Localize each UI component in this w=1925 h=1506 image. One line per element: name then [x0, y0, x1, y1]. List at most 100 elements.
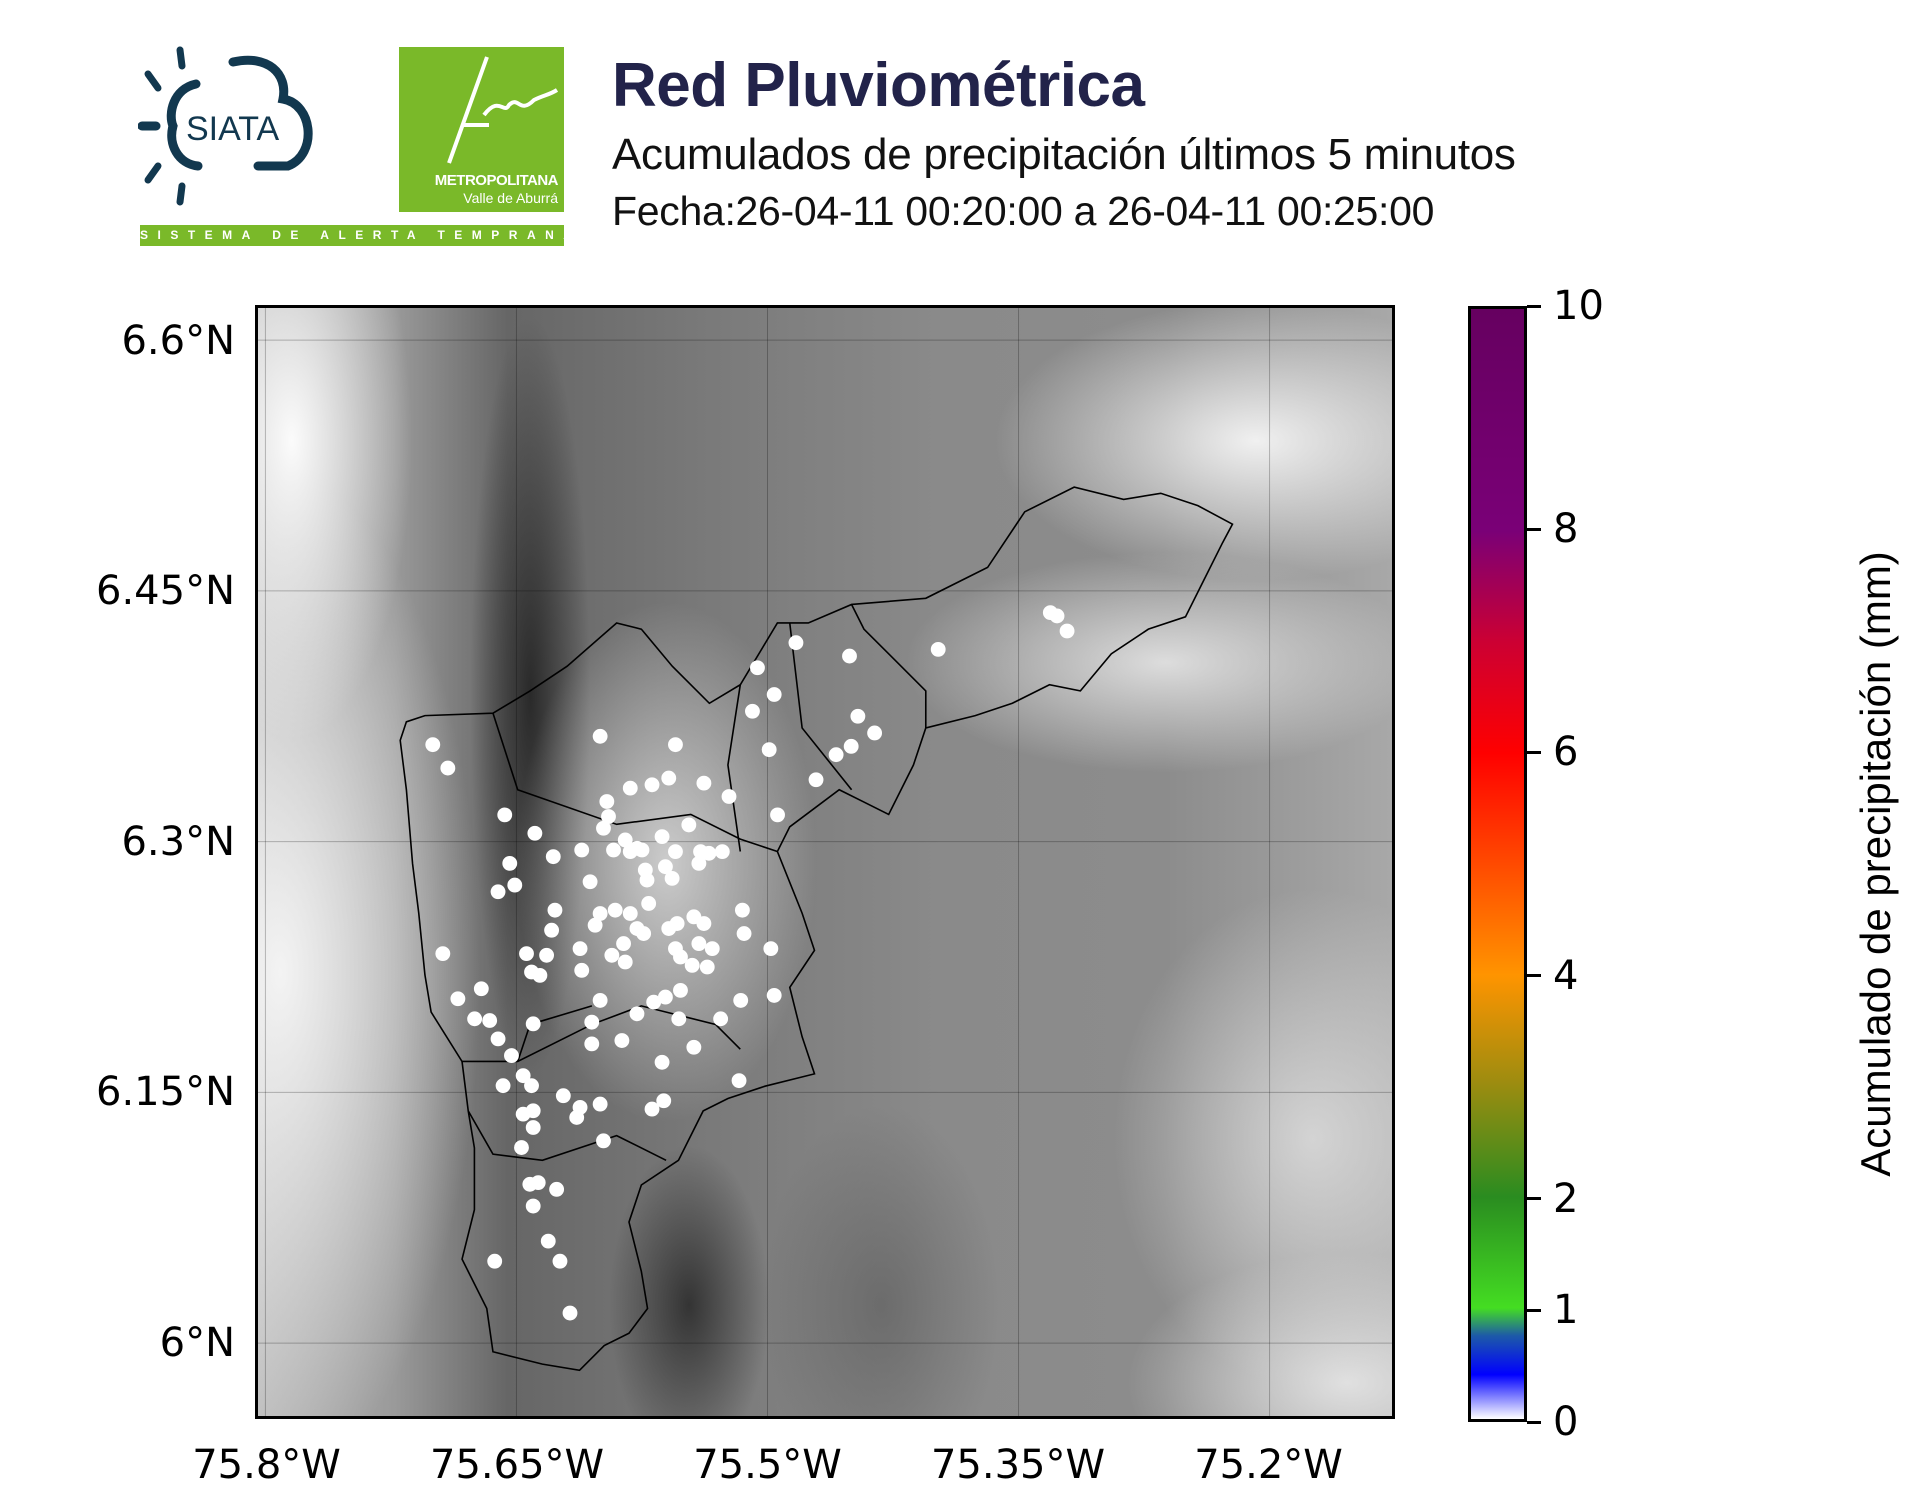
station-marker — [524, 1078, 539, 1094]
station-marker — [435, 946, 451, 962]
station-marker — [596, 820, 611, 836]
station-marker — [684, 957, 700, 973]
station-marker — [584, 1014, 600, 1030]
station-marker — [668, 737, 683, 753]
station-marker — [644, 777, 660, 793]
station-marker — [721, 789, 737, 804]
station-marker — [552, 1253, 568, 1269]
station-marker — [696, 775, 712, 791]
station-marker — [668, 844, 683, 860]
station-marker — [639, 872, 655, 888]
station-marker — [592, 728, 608, 744]
station-marker — [467, 1011, 483, 1027]
station-marker — [450, 991, 466, 1007]
station-marker — [629, 840, 645, 856]
station-marker — [828, 747, 844, 763]
station-marker — [425, 737, 441, 753]
station-marker — [440, 760, 456, 776]
station-marker — [495, 1078, 511, 1094]
station-marker — [763, 941, 779, 957]
municipal-boundaries — [399, 486, 1234, 1372]
station-marker — [850, 708, 866, 724]
internal-boundary — [850, 604, 927, 728]
station-markers — [425, 605, 1075, 1321]
area-script-mark — [447, 56, 559, 164]
siata-logo: SIATA — [137, 44, 368, 214]
station-marker — [562, 1305, 578, 1321]
y-tick-label: 6.6°N — [121, 317, 235, 364]
internal-boundary — [467, 1110, 667, 1162]
station-marker — [497, 807, 513, 823]
station-marker — [514, 1140, 529, 1155]
colorbar-tick-mark — [1527, 974, 1541, 978]
station-marker — [664, 870, 680, 886]
station-marker — [673, 982, 688, 998]
station-marker — [770, 807, 785, 823]
colorbar-tick-mark — [1527, 527, 1541, 531]
station-marker — [731, 1073, 747, 1089]
colorbar-tick-label: 10 — [1553, 283, 1604, 329]
page-subtitle: Acumulados de precipitación últimos 5 mi… — [612, 130, 1516, 179]
station-marker — [669, 916, 685, 931]
station-marker — [681, 817, 697, 833]
station-marker — [671, 1011, 687, 1027]
station-marker — [504, 1048, 519, 1064]
station-marker — [599, 794, 615, 809]
station-marker — [654, 829, 670, 845]
station-marker — [750, 660, 765, 676]
station-marker — [592, 906, 608, 921]
page-title: Red Pluviométrica — [612, 51, 1145, 120]
station-marker — [842, 648, 857, 664]
internal-boundary — [492, 712, 778, 853]
station-marker — [545, 849, 561, 865]
area-line1: METROPOLITANA — [434, 172, 559, 189]
station-marker — [616, 936, 631, 952]
colorbar-tick-mark — [1527, 1197, 1541, 1201]
station-marker — [574, 842, 590, 858]
station-marker — [539, 947, 555, 963]
station-marker — [617, 832, 633, 848]
colorbar-tick-label: 6 — [1553, 729, 1579, 776]
station-marker — [482, 1013, 498, 1028]
station-marker — [736, 926, 752, 941]
date-range: Fecha:26-04-11 00:20:00 a 26-04-11 00:25… — [612, 188, 1435, 234]
station-marker — [607, 902, 623, 918]
internal-boundary — [727, 684, 742, 852]
station-marker — [629, 1006, 645, 1022]
station-marker — [574, 962, 590, 978]
station-marker — [614, 1033, 630, 1048]
station-marker — [555, 1088, 571, 1104]
station-marker — [530, 1175, 546, 1191]
station-marker — [515, 1068, 531, 1084]
station-marker — [641, 896, 657, 911]
area-metropolitana-logo: METROPOLITANA Valle de Aburrá — [399, 47, 564, 212]
station-marker — [644, 1101, 660, 1117]
station-marker — [487, 1253, 503, 1269]
station-marker — [601, 809, 616, 824]
station-marker — [519, 946, 534, 962]
station-marker — [843, 738, 859, 754]
station-marker — [713, 1011, 729, 1027]
internal-boundary — [516, 1005, 593, 1062]
station-marker — [714, 844, 730, 860]
y-tick-label: 6.45°N — [96, 568, 235, 615]
station-marker — [656, 1093, 672, 1109]
station-marker — [704, 941, 720, 957]
map-grid — [258, 308, 1392, 1416]
station-marker — [734, 902, 750, 918]
colorbar-tick-mark — [1527, 750, 1541, 754]
colorbar-tick-mark — [1527, 1420, 1541, 1424]
colorbar-tick-mark — [1527, 304, 1541, 308]
internal-boundary — [462, 1005, 741, 1063]
station-marker — [788, 635, 804, 651]
station-marker — [502, 855, 518, 871]
station-marker — [766, 687, 782, 702]
station-marker — [525, 1120, 541, 1135]
station-marker — [745, 703, 760, 719]
station-marker — [701, 845, 717, 861]
station-marker — [761, 742, 777, 758]
station-marker — [657, 989, 673, 1005]
station-marker — [661, 770, 677, 786]
station-marker — [622, 780, 638, 796]
station-marker — [733, 993, 749, 1008]
